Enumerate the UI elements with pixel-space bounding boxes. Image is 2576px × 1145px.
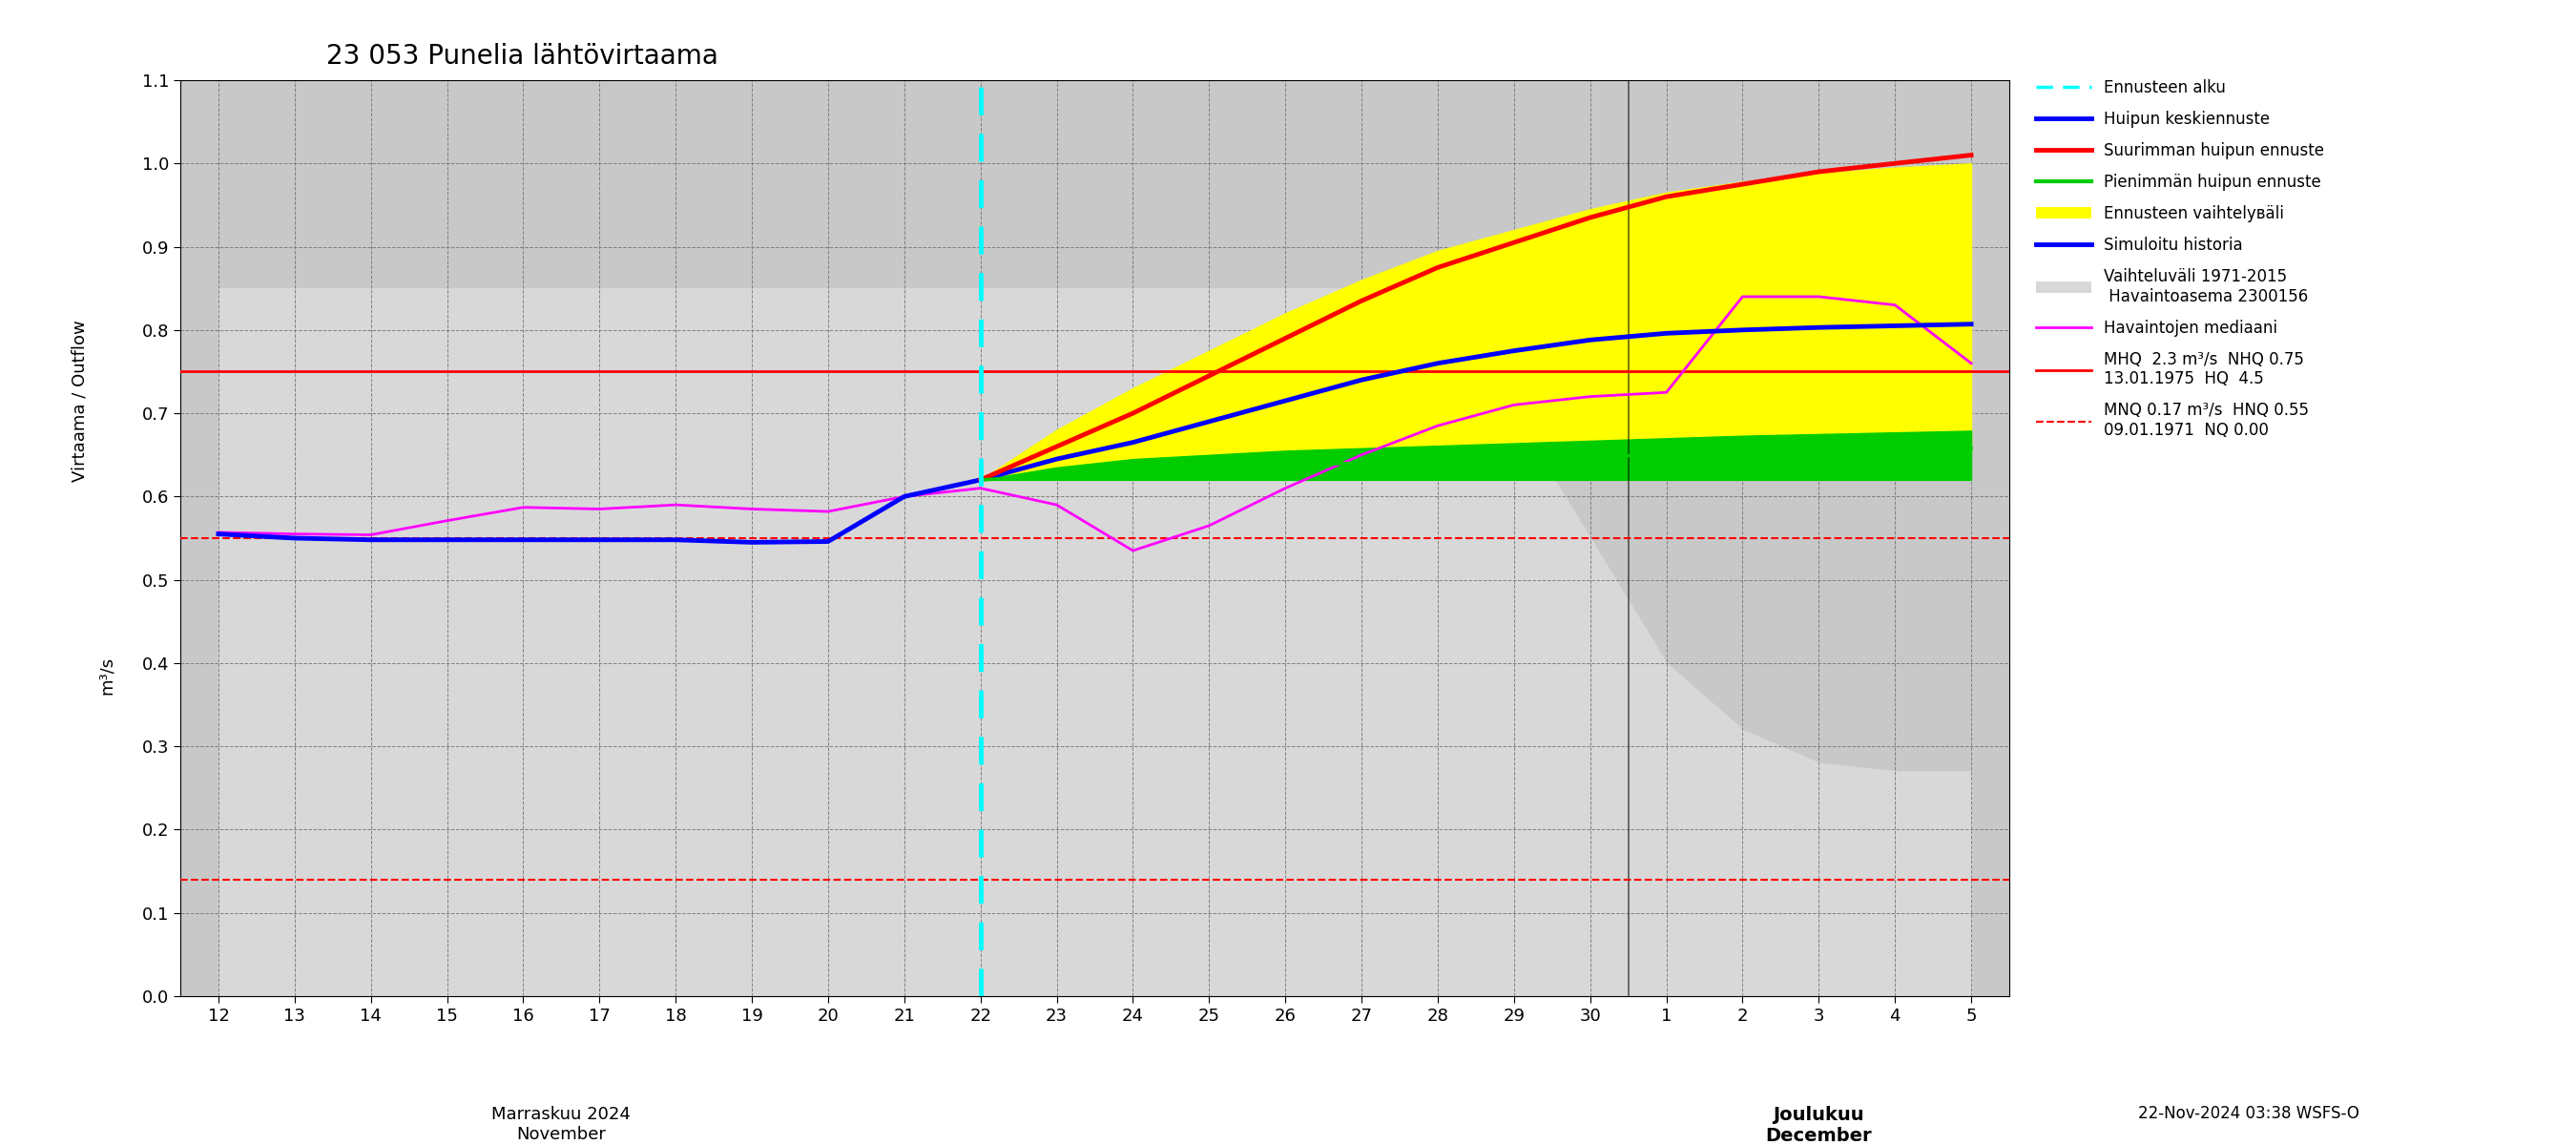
Text: Joulukuu
December: Joulukuu December — [1765, 1106, 1873, 1145]
Text: 22-Nov-2024 03:38 WSFS-O: 22-Nov-2024 03:38 WSFS-O — [2138, 1105, 2360, 1122]
Text: Virtaama / Outflow: Virtaama / Outflow — [72, 319, 88, 482]
Text: m³/s: m³/s — [98, 656, 116, 695]
Text: 23 053 Punelia lähtövirtaama: 23 053 Punelia lähtövirtaama — [327, 44, 719, 70]
Text: Marraskuu 2024
November: Marraskuu 2024 November — [492, 1106, 631, 1143]
Legend: Ennusteen alku, Huipun keskiennuste, Suurimman huipun ennuste, Pienimmän huipun : Ennusteen alku, Huipun keskiennuste, Suu… — [2035, 79, 2324, 439]
